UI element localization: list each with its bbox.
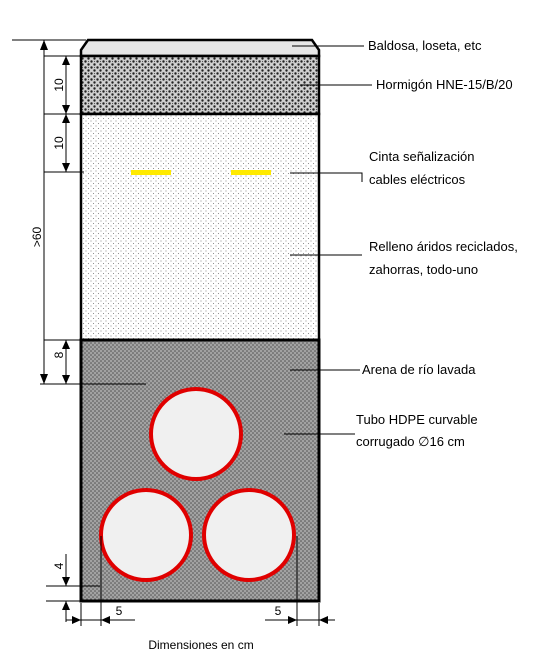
label-concrete: Hormigón HNE-15/B/20: [376, 77, 513, 92]
tube-top: [149, 387, 243, 481]
dim-sand-over-tube: 8: [52, 351, 66, 358]
fill-layer: [79, 112, 321, 342]
label-tube-line2: corrugado ∅16 cm: [356, 434, 465, 449]
warning-tape-left: [131, 170, 171, 175]
label-fill-line1: Relleno áridos reciclados,: [369, 239, 518, 254]
dim-side-left: 5: [116, 604, 123, 618]
label-tape-line2: cables eléctricos: [369, 172, 466, 187]
concrete-layer: [79, 54, 321, 116]
units-note: Dimensiones en cm: [148, 638, 253, 652]
label-tape-line1: Cinta señalización: [369, 149, 475, 164]
tile-layer: [79, 38, 321, 58]
tube-bottom-right: [202, 488, 296, 582]
label-sand: Arena de río lavada: [362, 362, 476, 377]
dim-fill-depth: >60: [30, 226, 44, 247]
warning-tape-right: [231, 170, 271, 175]
label-tile: Baldosa, loseta, etc: [368, 38, 482, 53]
dim-concrete-thickness: 10: [52, 78, 66, 92]
leader-tape: [290, 172, 363, 182]
dim-tape-depth: 10: [52, 136, 66, 150]
label-tube-line1: Tubo HDPE curvable: [356, 412, 478, 427]
dim-side-right: 5: [275, 604, 282, 618]
label-fill-line2: zahorras, todo-uno: [369, 262, 478, 277]
tube-bottom-left: [99, 488, 193, 582]
dim-tube-bed: 4: [52, 562, 66, 569]
